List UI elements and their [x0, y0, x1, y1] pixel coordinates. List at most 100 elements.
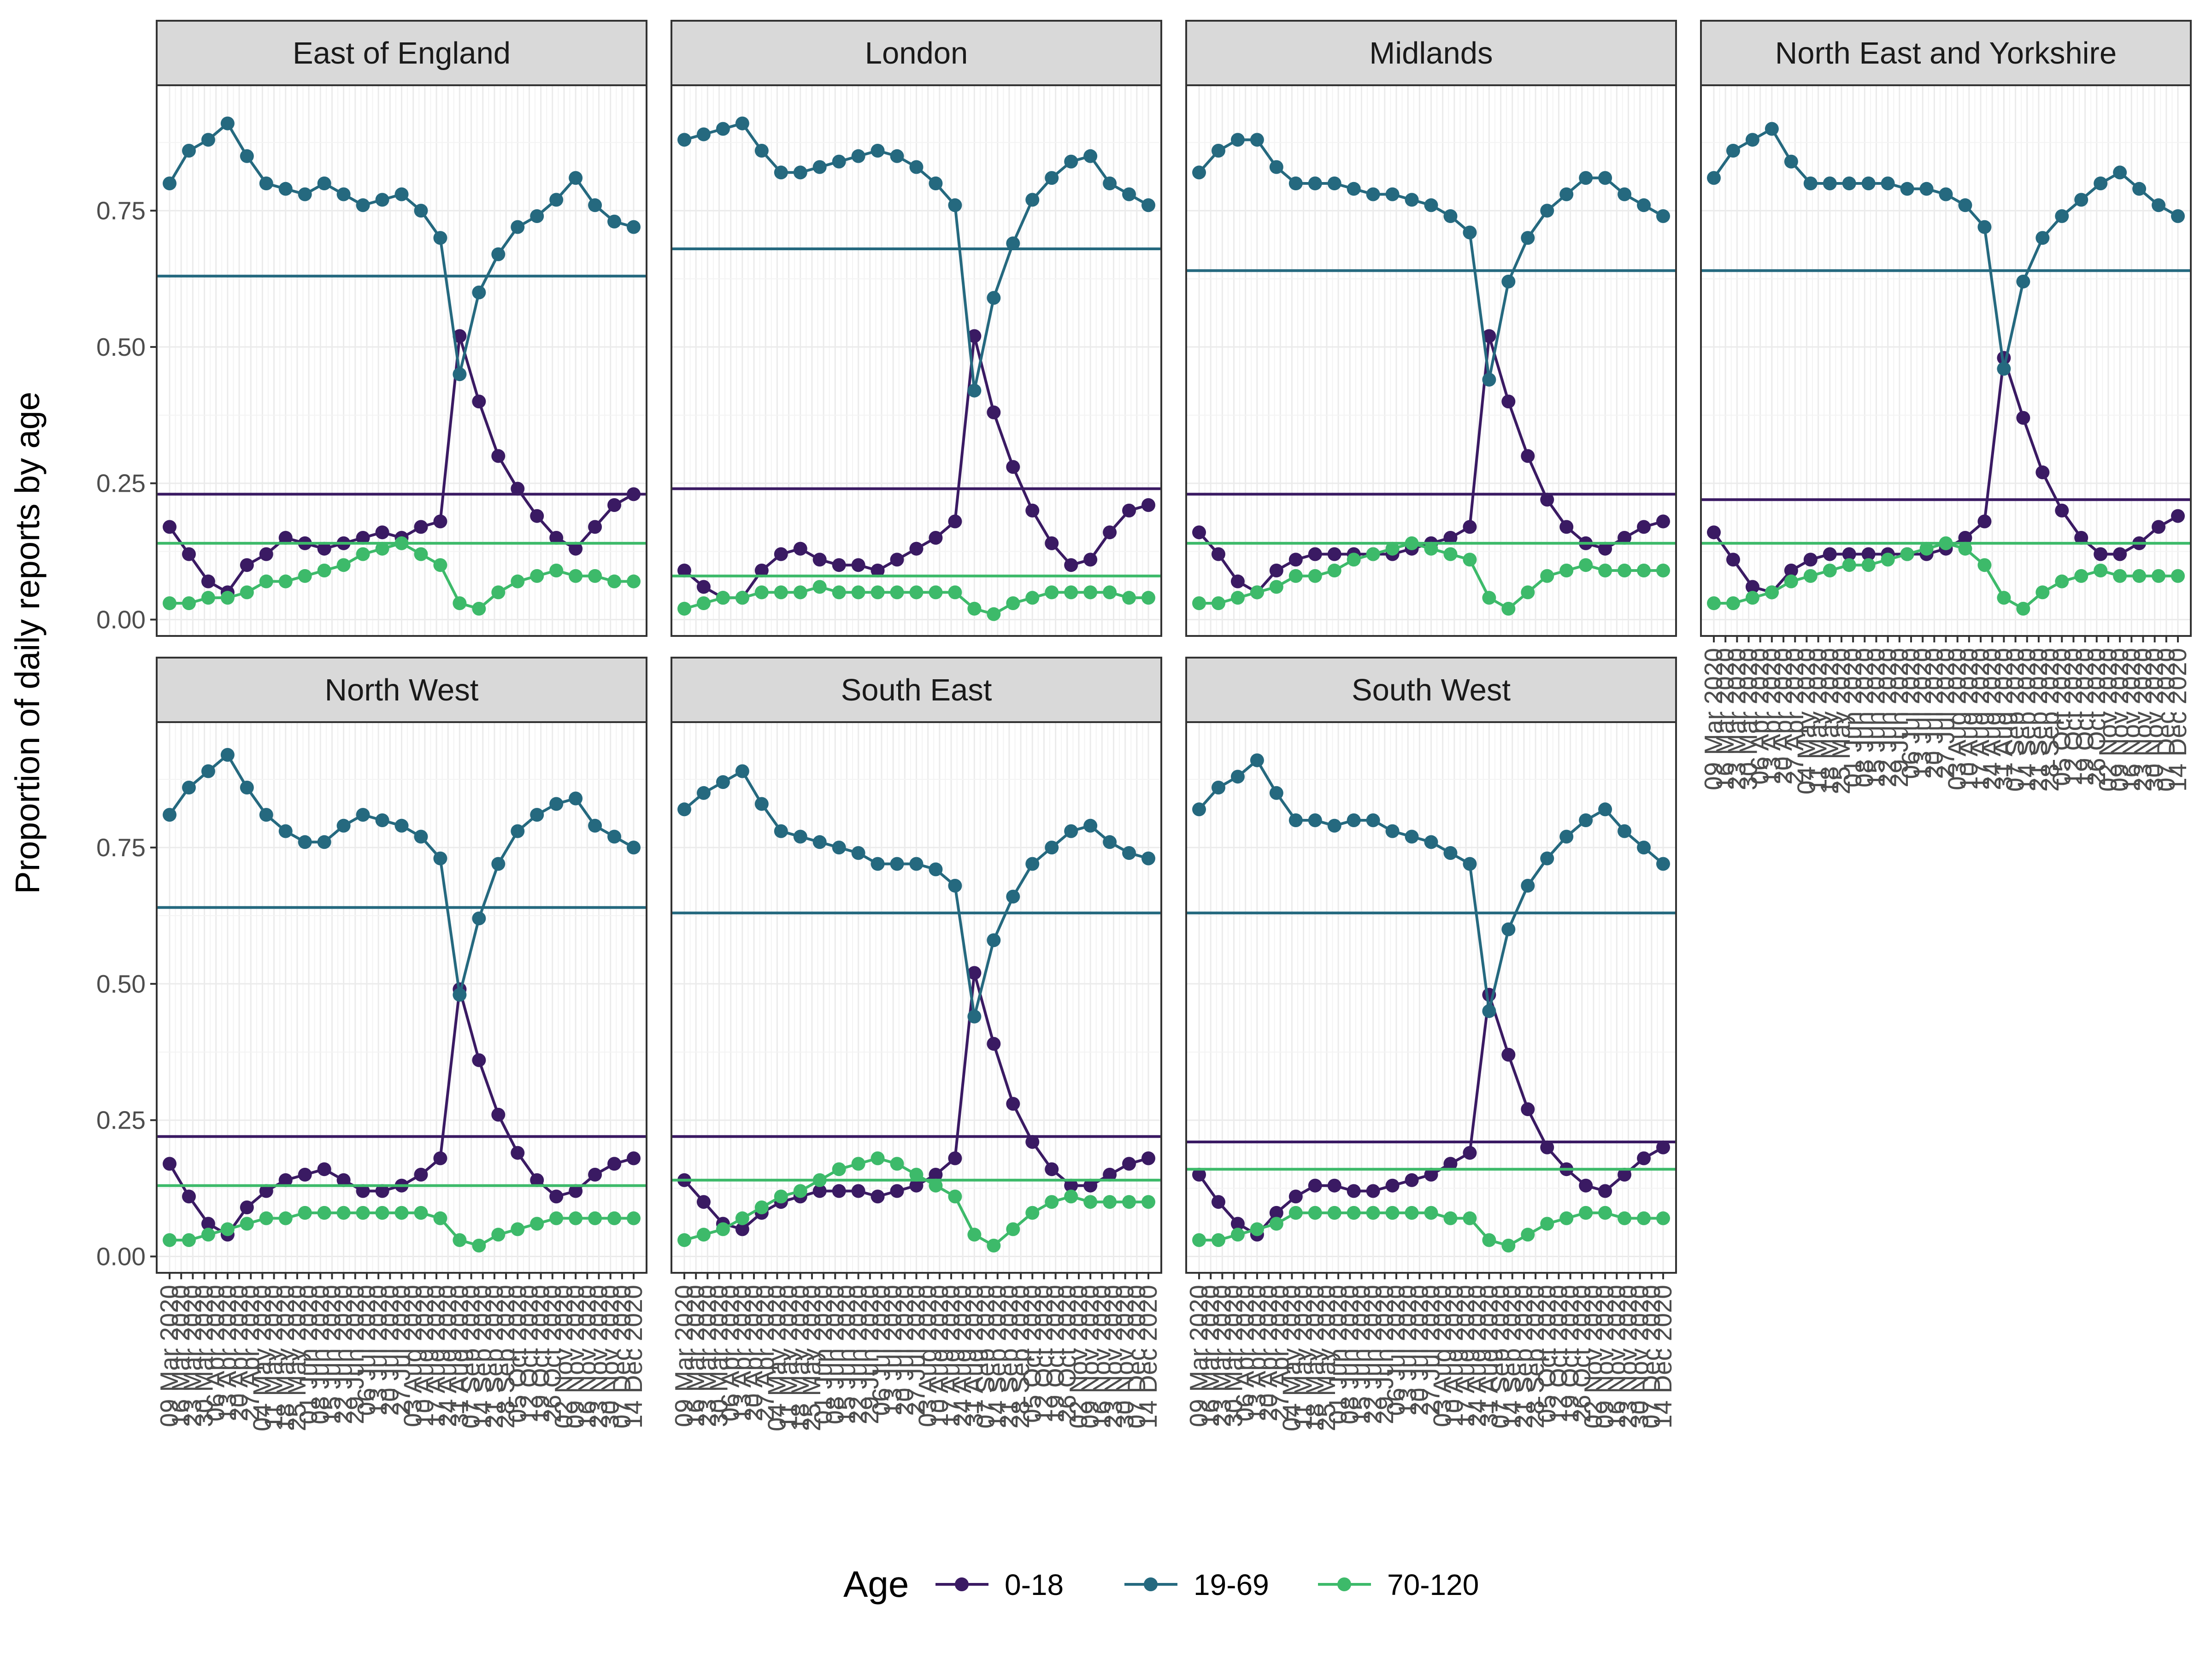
- data-point: [677, 564, 691, 578]
- data-point: [2036, 465, 2050, 480]
- data-point: [2094, 564, 2108, 578]
- x-tick-label: 24 Aug 2020: [433, 1285, 462, 1427]
- y-axis-title: Proportion of daily reports by age: [8, 392, 47, 894]
- data-point: [1618, 531, 1632, 545]
- data-point: [1141, 851, 1155, 865]
- data-point: [1861, 558, 1876, 572]
- data-point: [2094, 176, 2108, 190]
- data-point: [987, 405, 1001, 419]
- data-point: [549, 531, 564, 545]
- x-tick-label: 07 Dec 2020: [1122, 1285, 1151, 1429]
- data-point: [793, 1184, 807, 1198]
- data-point: [240, 558, 254, 572]
- data-point: [1521, 231, 1535, 245]
- data-point: [569, 171, 583, 185]
- data-point: [472, 601, 486, 616]
- data-point: [1122, 1195, 1136, 1209]
- data-point: [1707, 525, 1721, 540]
- data-point: [356, 198, 370, 212]
- data-point: [1707, 171, 1721, 185]
- data-point: [1540, 204, 1554, 218]
- reference-lines: [1701, 269, 2191, 545]
- data-point: [696, 1228, 711, 1242]
- data-point: [201, 574, 215, 588]
- x-tick-label: 16 Mar 2020: [1711, 648, 1739, 790]
- data-point: [1288, 1206, 1303, 1220]
- x-tick-label: 22 Jun 2020: [1359, 1285, 1387, 1424]
- data-point: [890, 585, 904, 600]
- legend-label: 70-120: [1387, 1568, 1479, 1601]
- data-point: [1579, 813, 1593, 827]
- data-point: [1327, 564, 1341, 578]
- reference-lines: [671, 912, 1161, 1182]
- data-point: [2016, 274, 2030, 288]
- data-point: [1637, 1211, 1651, 1225]
- data-point: [1122, 503, 1136, 518]
- data-point: [1501, 394, 1516, 409]
- data-point: [1443, 1211, 1458, 1225]
- data-point: [511, 1222, 525, 1236]
- data-point: [182, 547, 196, 561]
- facet-strip: [1700, 20, 2192, 86]
- x-tick-label: 31 Aug 2020: [445, 1285, 473, 1427]
- data-point: [909, 857, 924, 871]
- data-point: [375, 193, 389, 207]
- data-point: [1211, 780, 1225, 794]
- series-70-120: [163, 1206, 641, 1253]
- data-point: [627, 841, 641, 855]
- data-point: [240, 585, 254, 600]
- x-tick-label: 02 Nov 2020: [1579, 1285, 1607, 1429]
- series-19-69: [677, 116, 1155, 398]
- facet-strip: [156, 657, 647, 723]
- data-point: [1463, 520, 1477, 534]
- data-point: [1308, 1178, 1322, 1193]
- data-point: [1141, 498, 1155, 512]
- data-point: [987, 1238, 1001, 1253]
- data-point: [1064, 154, 1078, 169]
- data-point: [2113, 165, 2127, 180]
- data-point: [511, 574, 525, 588]
- data-point: [1385, 541, 1400, 556]
- x-tick-label: 09 Nov 2020: [561, 1285, 589, 1429]
- x-tick-label: 30 Mar 2020: [190, 1285, 218, 1427]
- x-tick-label: 22 Jun 2020: [1873, 648, 1902, 788]
- data-point: [2036, 585, 2050, 600]
- data-point: [1141, 591, 1155, 605]
- data-point: [569, 1211, 583, 1225]
- data-point: [696, 1195, 711, 1209]
- data-point: [948, 878, 962, 893]
- data-point: [929, 862, 943, 877]
- data-point: [1366, 187, 1380, 201]
- x-tick-label: 31 Aug 2020: [1474, 1285, 1503, 1427]
- x-tick-label: 15 Jun 2020: [1861, 648, 1890, 788]
- horizontal-gridlines: [1186, 779, 1676, 1258]
- data-point: [812, 835, 827, 849]
- data-point: [1726, 143, 1740, 158]
- data-point: [1482, 591, 1496, 605]
- data-point: [259, 176, 273, 190]
- x-tick-label: 24 Aug 2020: [1977, 648, 2006, 790]
- data-point: [1424, 541, 1438, 556]
- data-point: [1521, 449, 1535, 463]
- x-tick-label: 01 Jun 2020: [809, 1285, 837, 1424]
- data-point: [220, 1222, 235, 1236]
- data-point: [278, 824, 293, 838]
- series-70-120: [1707, 536, 2185, 616]
- data-point: [278, 531, 293, 545]
- data-point: [1579, 1206, 1593, 1220]
- data-point: [1045, 536, 1059, 550]
- data-point: [1861, 547, 1876, 561]
- data-point: [530, 1217, 544, 1231]
- data-point: [909, 160, 924, 174]
- legend-key-point: [1144, 1577, 1158, 1591]
- x-tick-label: 30 Nov 2020: [1111, 1285, 1139, 1429]
- x-tick-label: 09 Nov 2020: [2105, 648, 2134, 792]
- data-point: [588, 818, 602, 833]
- x-tick-label: 30 Mar 2020: [1734, 648, 1763, 790]
- facet-label: East of England: [293, 36, 511, 71]
- x-tick-label: 12 Oct 2020: [2059, 648, 2087, 786]
- data-point: [1618, 564, 1632, 578]
- panel-border: [671, 84, 1162, 637]
- x-tick-label: 23 Mar 2020: [693, 1285, 721, 1427]
